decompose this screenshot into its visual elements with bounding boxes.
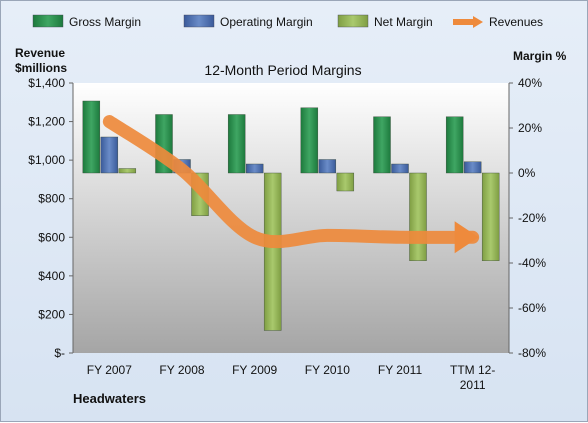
x-tick-label: TTM 12-2011 xyxy=(450,363,495,392)
bar-net-margin xyxy=(119,169,136,174)
legend-arrowhead xyxy=(473,16,483,28)
bar-operating-margin xyxy=(246,164,263,173)
bar-net-margin xyxy=(337,173,354,191)
legend-swatch-gross-margin xyxy=(33,15,63,27)
right-tick-label: -20% xyxy=(518,211,546,225)
bar-operating-margin xyxy=(464,162,481,173)
right-tick-label: -80% xyxy=(518,346,546,360)
left-axis-label-line2: $millions xyxy=(15,61,67,75)
bar-gross-margin xyxy=(301,108,318,173)
bar-net-margin xyxy=(264,173,281,331)
x-tick-label: FY 2011 xyxy=(378,363,423,377)
left-tick-label: $600 xyxy=(38,230,65,244)
bar-gross-margin xyxy=(446,117,463,173)
legend-swatch-net-margin xyxy=(338,15,368,27)
right-axis-label: Margin % xyxy=(513,49,567,63)
x-tick-label: FY 2007 xyxy=(87,363,132,377)
left-tick-label: $200 xyxy=(38,307,65,321)
bar-net-margin xyxy=(482,173,499,261)
bar-operating-margin xyxy=(392,164,409,173)
bar-gross-margin xyxy=(83,101,100,173)
left-tick-label: $400 xyxy=(38,269,65,283)
legend-label-revenues: Revenues xyxy=(489,15,543,29)
company-label: Headwaters xyxy=(73,391,146,406)
chart-title: 12-Month Period Margins xyxy=(204,62,361,78)
legend-label-gross-margin: Gross Margin xyxy=(69,15,141,29)
left-tick-label: $1,400 xyxy=(28,76,65,90)
left-axis-ticks: $- $200 $400 $600 $800 $1,000 $1,200 $1,400 xyxy=(28,76,73,360)
bar-operating-margin xyxy=(101,137,118,173)
plot-area xyxy=(73,83,509,353)
left-tick-label: $1,000 xyxy=(28,153,65,167)
x-tick-label: FY 2010 xyxy=(305,363,350,377)
legend-label-operating-margin: Operating Margin xyxy=(220,15,313,29)
bar-gross-margin xyxy=(374,117,391,173)
left-axis-label-line1: Revenue xyxy=(15,46,65,60)
x-tick-label: FY 2008 xyxy=(159,363,204,377)
right-tick-label: 0% xyxy=(518,166,536,180)
x-axis-labels: FY 2007 FY 2008 FY 2009 FY 2010 FY 2011 TTM 1… xyxy=(87,363,496,392)
right-tick-label: -40% xyxy=(518,256,546,270)
legend: Gross Margin Operating Margin Net Margin Re… xyxy=(33,15,543,29)
x-tick-label: FY 2009 xyxy=(232,363,277,377)
right-tick-label: 20% xyxy=(518,121,542,135)
bar-gross-margin xyxy=(228,115,245,174)
legend-label-net-margin: Net Margin xyxy=(374,15,433,29)
left-tick-label: $- xyxy=(54,346,65,360)
legend-swatch-operating-margin xyxy=(184,15,214,27)
bar-operating-margin xyxy=(319,160,336,174)
right-tick-label: 40% xyxy=(518,76,542,90)
right-axis-ticks: -80% -60% -40% -20% 0% 20% 40% xyxy=(509,76,546,360)
left-tick-label: $800 xyxy=(38,192,65,206)
right-tick-label: -60% xyxy=(518,301,546,315)
bar-net-margin xyxy=(410,173,427,261)
left-tick-label: $1,200 xyxy=(28,115,65,129)
